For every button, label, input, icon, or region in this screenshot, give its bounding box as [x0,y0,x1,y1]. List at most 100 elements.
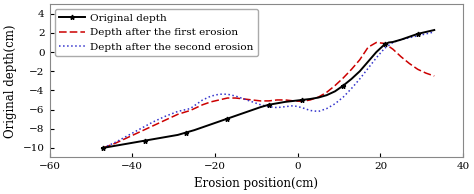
Depth after the first erosion [307,99,313,101]
Depth after the first erosion [100,147,106,149]
Depth after the first erosion [407,62,412,65]
Depth after the second erosion [138,127,144,130]
Depth after the second erosion [398,38,404,41]
Depth after the second erosion [200,99,205,101]
Depth after the second erosion [415,35,420,37]
Depth after the first erosion [415,68,420,70]
Depth after the first erosion [138,130,144,133]
Depth after the second erosion [357,78,363,80]
Original depth [100,147,106,149]
Depth after the second erosion [266,106,272,108]
Depth after the first erosion [249,99,255,101]
Depth after the second erosion [241,98,247,100]
Original depth [167,135,173,138]
Depth after the first erosion [208,101,214,103]
Original depth [407,36,412,38]
Original depth [183,131,189,134]
Original depth [109,145,115,148]
Depth after the first erosion [382,42,387,45]
Depth after the first erosion [291,100,296,102]
Original depth [258,106,264,108]
Original depth [200,126,205,128]
Original depth [283,101,288,103]
Depth after the first erosion [324,91,329,94]
Original depth [431,29,437,31]
Depth after the second erosion [407,36,412,39]
Depth after the first erosion [374,41,379,44]
Original depth [208,123,214,126]
Depth after the second erosion [324,107,329,110]
Depth after the first erosion [150,125,156,127]
Original depth [415,33,420,35]
Depth after the second erosion [274,107,280,109]
Depth after the first erosion [241,98,247,100]
Original depth [274,102,280,104]
Original depth [398,38,404,41]
Original depth [295,99,301,102]
Original depth [241,112,247,114]
Original depth [349,78,355,80]
Original depth [142,139,147,142]
Original depth [249,109,255,111]
Original depth [216,120,222,123]
Original depth [374,51,379,53]
Original depth [365,61,371,63]
Original depth [357,70,363,72]
Original depth [382,43,387,46]
Depth after the first erosion [349,68,355,70]
Original depth [307,98,313,100]
Depth after the second erosion [225,93,230,95]
Line: Original depth: Original depth [101,28,437,150]
Depth after the first erosion [390,48,396,50]
Depth after the first erosion [431,75,437,77]
Original depth [175,134,181,136]
Depth after the second erosion [175,110,181,113]
Depth after the first erosion [283,99,288,101]
Original depth [233,115,238,117]
Original depth [134,141,139,143]
Depth after the second erosion [208,95,214,97]
Original depth [225,117,230,120]
Depth after the second erosion [291,105,296,107]
Original depth [158,137,164,139]
Original depth [316,96,321,99]
Original depth [386,41,392,44]
Depth after the second erosion [332,103,338,105]
Original depth [324,94,329,96]
Depth after the second erosion [163,115,168,117]
Line: Depth after the second erosion: Depth after the second erosion [103,32,434,148]
Depth after the second erosion [113,141,118,143]
Depth after the second erosion [150,121,156,123]
Depth after the first erosion [225,97,230,99]
Original depth [150,138,156,140]
Depth after the second erosion [374,57,379,59]
X-axis label: Erosion position(cm): Erosion position(cm) [194,177,319,190]
Depth after the first erosion [274,99,280,101]
Depth after the second erosion [249,101,255,103]
Original depth [266,104,272,106]
Depth after the first erosion [340,77,346,79]
Depth after the second erosion [216,93,222,95]
Depth after the first erosion [113,142,118,144]
Original depth [390,41,396,43]
Depth after the second erosion [316,110,321,113]
Depth after the first erosion [125,136,131,139]
Depth after the second erosion [423,33,429,35]
Depth after the first erosion [216,99,222,101]
Depth after the first erosion [258,100,264,102]
Depth after the second erosion [299,107,305,109]
Depth after the first erosion [233,97,238,99]
Depth after the second erosion [307,109,313,112]
Depth after the second erosion [125,134,131,137]
Depth after the first erosion [163,119,168,121]
Original depth [291,100,296,102]
Depth after the first erosion [398,56,404,58]
Original depth [191,129,197,131]
Depth after the second erosion [233,95,238,97]
Depth after the second erosion [283,106,288,108]
Depth after the first erosion [332,84,338,87]
Original depth [299,99,305,101]
Depth after the first erosion [200,104,205,106]
Depth after the first erosion [357,59,363,61]
Original depth [340,84,346,87]
